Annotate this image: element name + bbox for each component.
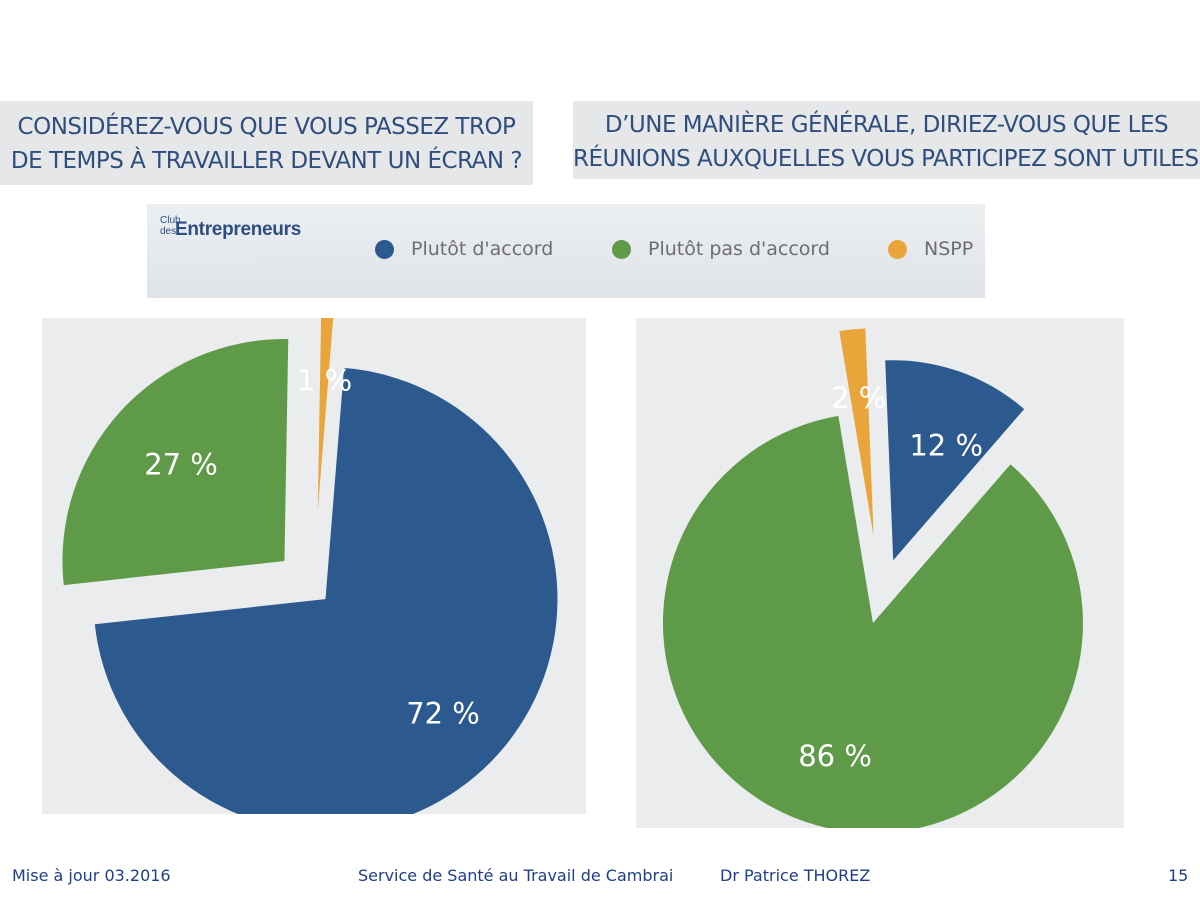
footer-page-number: 15 [1168,866,1189,885]
logo-brand-text: Entrepreneurs [175,219,301,240]
pie-chart-2: 12 % 86 % 2 % [663,328,1083,828]
question-1-title: CONSIDÉREZ-VOUS QUE VOUS PASSEZ TROP DE … [0,101,533,185]
data-label-plutot-d-accord: 12 % [909,429,983,463]
pie-slice-nspp [317,318,334,511]
data-label-plutot-d-accord: 72 % [406,697,480,731]
legend-label-plutot-pas-d-accord: Plutôt pas d'accord [648,238,830,260]
question-2-title: D’UNE MANIÈRE GÉNÉRALE, DIRIEZ-VOUS QUE … [573,101,1200,179]
pie-slice-plutot-pas-d-accord [62,339,289,586]
logo-club-text: Club [160,215,181,226]
legend-label-plutot-d-accord: Plutôt d'accord [411,238,554,260]
legend-swatch-nspp [888,239,907,259]
question-1-line-1: CONSIDÉREZ-VOUS QUE VOUS PASSEZ TROP [17,114,516,140]
pie-chart-panel-1: 72 % 27 % 1 % [42,318,586,814]
footer-update-date: Mise à jour 03.2016 [12,866,171,885]
pie-slice-plutot-d-accord [94,367,558,814]
pie-chart-1: 72 % 27 % 1 % [62,318,558,814]
legend-item-nspp: NSPP [888,238,973,260]
legend-swatch-plutot-pas-d-accord [612,239,631,259]
data-label-nspp: 2 % [831,381,886,415]
legend-swatch-plutot-d-accord [375,239,394,259]
footer-service: Service de Santé au Travail de Cambrai [358,866,674,885]
legend-item-plutot-pas-d-accord: Plutôt pas d'accord [612,238,830,260]
data-label-plutot-pas-d-accord: 86 % [798,739,872,773]
question-1-line-2: DE TEMPS À TRAVAILLER DEVANT UN ÉCRAN ? [10,148,523,174]
legend-label-nspp: NSPP [924,238,974,260]
question-2-line-1: D’UNE MANIÈRE GÉNÉRALE, DIRIEZ-VOUS QUE … [604,112,1169,138]
pie-chart-panel-2: 12 % 86 % 2 % [636,318,1124,828]
pie-slice-plutot-d-accord [885,360,1025,561]
question-2-line-2: RÉUNIONS AUXQUELLES VOUS PARTICIPEZ SONT… [573,146,1200,172]
footer-author: Dr Patrice THOREZ [720,866,871,885]
data-label-plutot-pas-d-accord: 27 % [144,448,218,482]
data-label-nspp: 1 % [297,363,352,397]
chart-legend: Club des Entrepreneurs Plutôt d'accord P… [147,204,985,298]
pie-slice-plutot-pas-d-accord [663,415,1083,828]
legend-item-plutot-d-accord: Plutôt d'accord [375,238,553,260]
logo-des-text: des [160,226,177,237]
pie-slice-nspp [839,328,874,537]
